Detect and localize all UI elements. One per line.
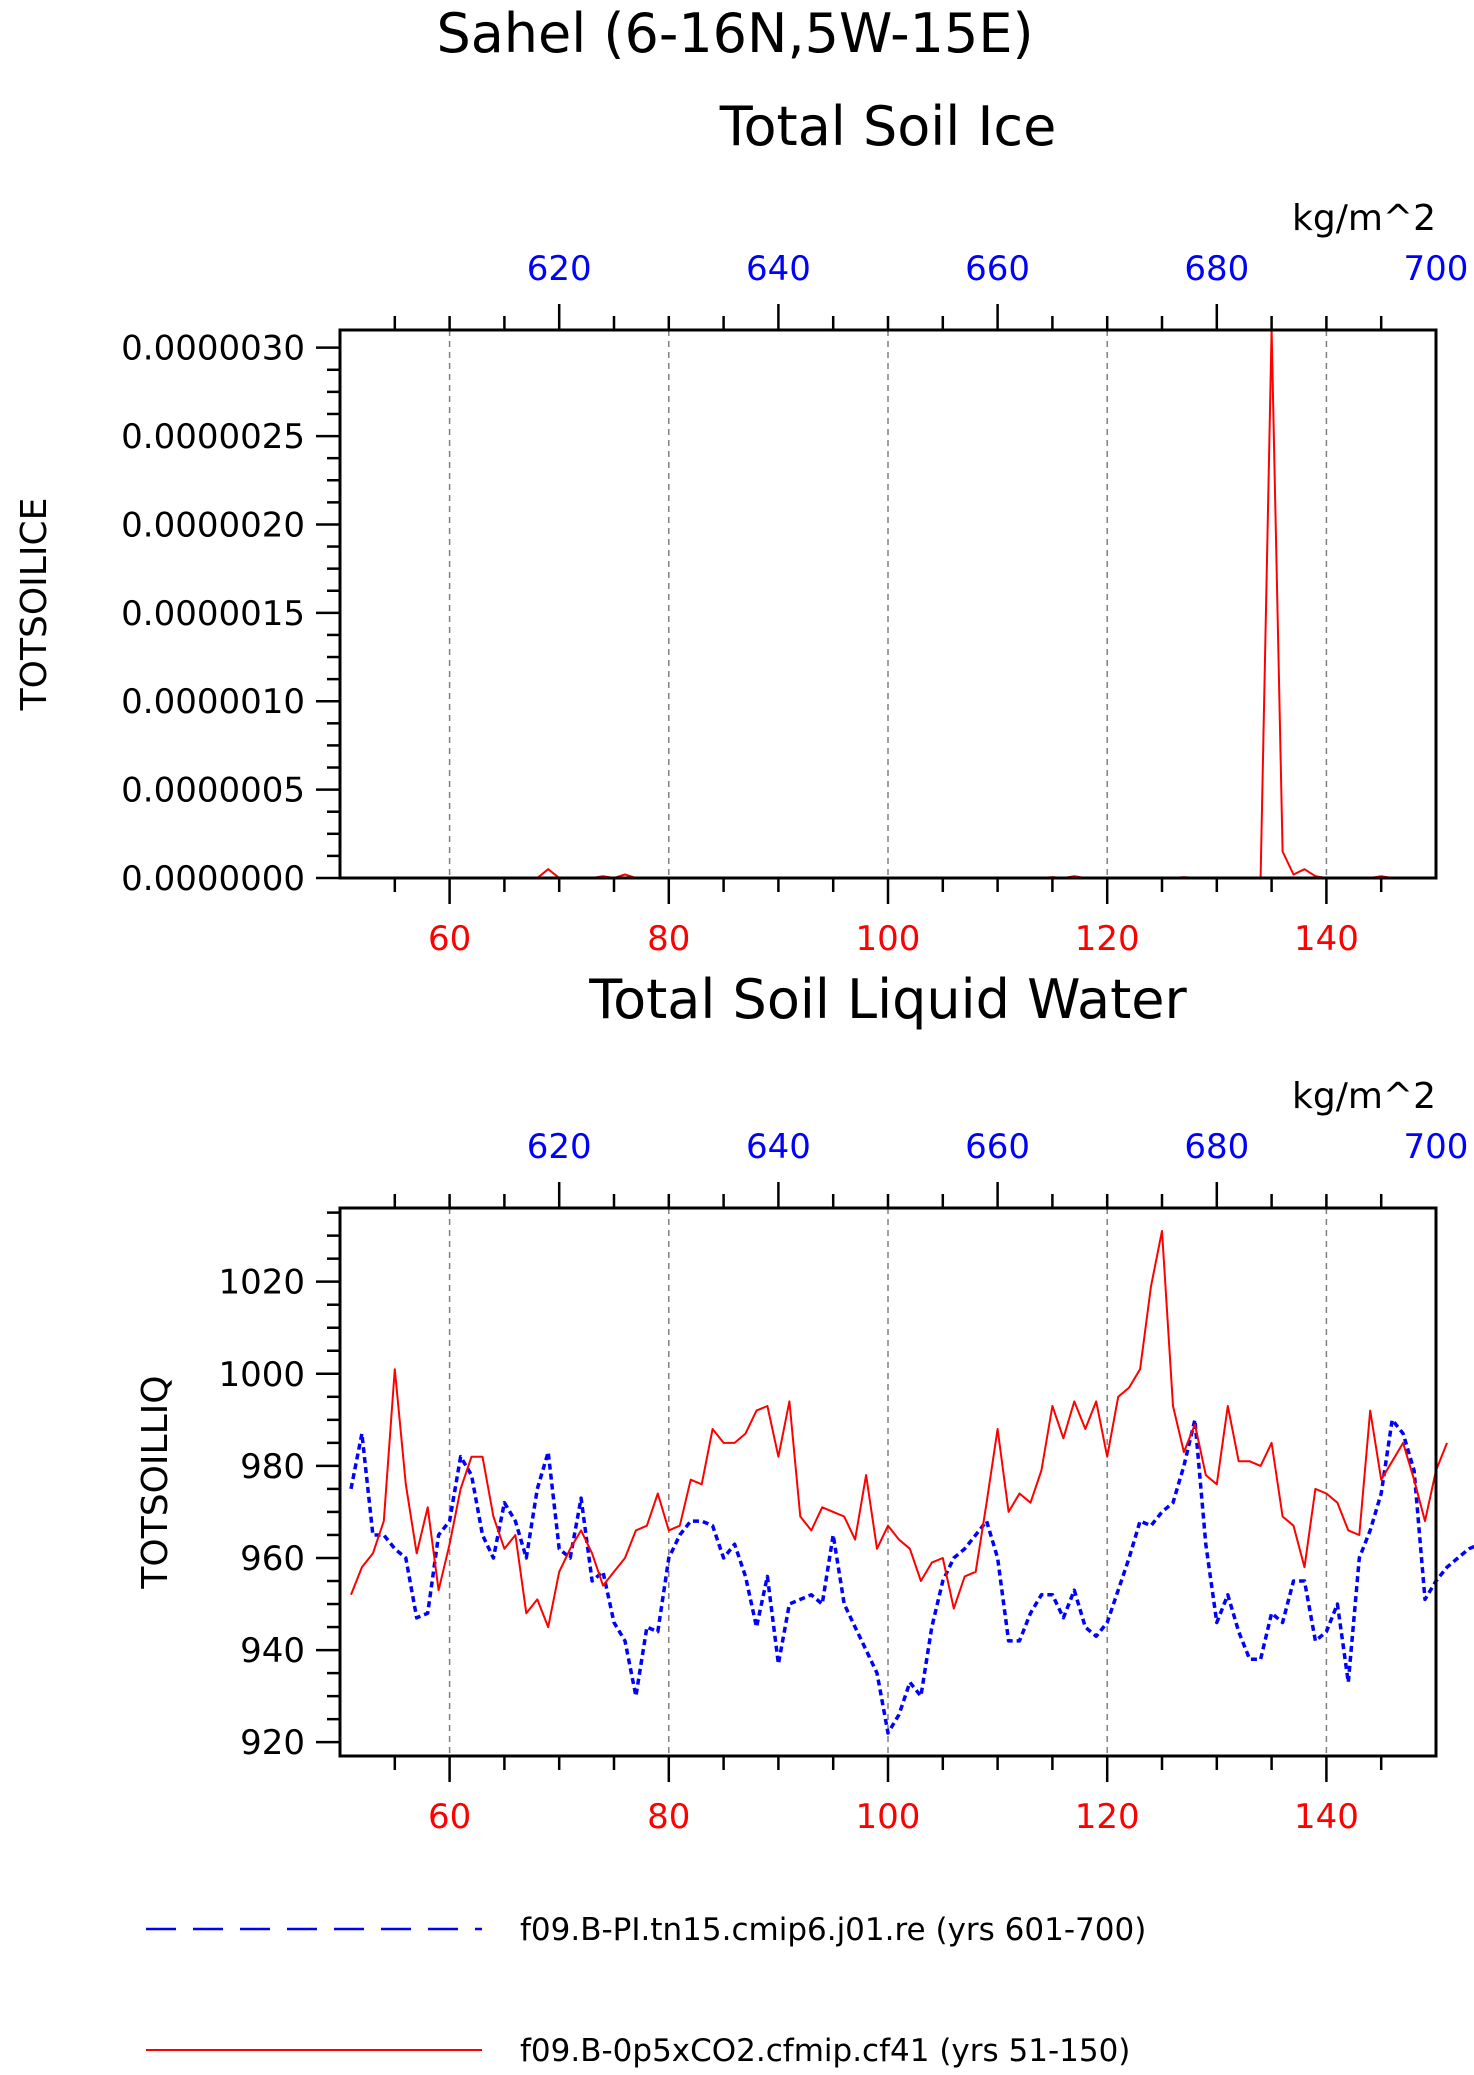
y-tick-label: 1020	[218, 1263, 305, 1303]
x-bottom-tick-label: 120	[1075, 1797, 1140, 1837]
y-axis-title: TOTSOILLIQ	[135, 1375, 176, 1589]
plot-frame	[338, 328, 1438, 880]
y-axis-title: TOTSOILICE	[14, 498, 55, 712]
y-tick-label: 0.0000000	[121, 859, 305, 899]
legend: f09.B-PI.tn15.cmip6.j01.re (yrs 601-700)…	[146, 1912, 1146, 2069]
panel-title: Total Soil Ice	[719, 95, 1057, 158]
x-bottom-tick-label: 140	[1294, 919, 1359, 959]
y-tick-label: 960	[240, 1539, 305, 1579]
x-bottom-tick-label: 80	[647, 1797, 690, 1837]
y-tick-label: 0.0000015	[121, 594, 305, 634]
y-tick-label: 920	[240, 1723, 305, 1763]
y-tick-label: 0.0000030	[121, 329, 305, 369]
x-top-tick-label: 680	[1184, 1127, 1249, 1167]
y-tick-label: 0.0000025	[121, 417, 305, 457]
soil-liquid-panel: Total Soil Liquid Water kg/m^2 60 80 100 120 1…	[135, 968, 1474, 1837]
x-top-tick-label: 640	[746, 1127, 811, 1167]
x-top-tick-label: 620	[527, 249, 592, 289]
y-tick-label: 0.0000005	[121, 771, 305, 811]
legend-label-red: f09.B-0p5xCO2.cfmip.cf41 (yrs 51-150)	[520, 2033, 1130, 2069]
y-tick-label: 0.0000010	[121, 682, 305, 722]
legend-label-blue: f09.B-PI.tn15.cmip6.j01.re (yrs 601-700)	[520, 1912, 1146, 1948]
y-tick-label: 1000	[218, 1355, 305, 1395]
x-top-tick-label: 640	[746, 249, 811, 289]
x-bottom-tick-label: 100	[856, 919, 921, 959]
x-top-tick-label: 660	[965, 1127, 1030, 1167]
x-bottom-tick-label: 140	[1294, 1797, 1359, 1837]
plot-frame	[338, 1206, 1438, 1758]
units-label: kg/m^2	[1292, 1076, 1436, 1117]
x-bottom-tick-label: 100	[856, 1797, 921, 1837]
soil-ice-panel: Total Soil Ice kg/m^2 60 80 100 120 140 620 640 6…	[14, 95, 1468, 959]
x-bottom-tick-label: 80	[647, 919, 690, 959]
x-top-tick-label: 620	[527, 1127, 592, 1167]
x-bottom-tick-label: 60	[428, 1797, 471, 1837]
panel-title: Total Soil Liquid Water	[588, 968, 1187, 1031]
y-tick-label: 0.0000020	[121, 505, 305, 545]
y-tick-label: 980	[240, 1447, 305, 1487]
series-line-red	[351, 329, 1436, 879]
x-top-tick-label: 700	[1404, 1127, 1469, 1167]
x-bottom-tick-label: 120	[1075, 919, 1140, 959]
y-tick-label: 940	[240, 1631, 305, 1671]
series-line-red	[350, 1230, 1448, 1629]
x-top-tick-label: 700	[1404, 249, 1469, 289]
units-label: kg/m^2	[1292, 198, 1436, 239]
x-bottom-tick-label: 60	[428, 919, 471, 959]
x-top-tick-label: 660	[965, 249, 1030, 289]
main-title: Sahel (6-16N,5W-15E)	[436, 2, 1033, 65]
x-top-tick-label: 680	[1184, 249, 1249, 289]
series-line-blue	[349, 1418, 1474, 1735]
